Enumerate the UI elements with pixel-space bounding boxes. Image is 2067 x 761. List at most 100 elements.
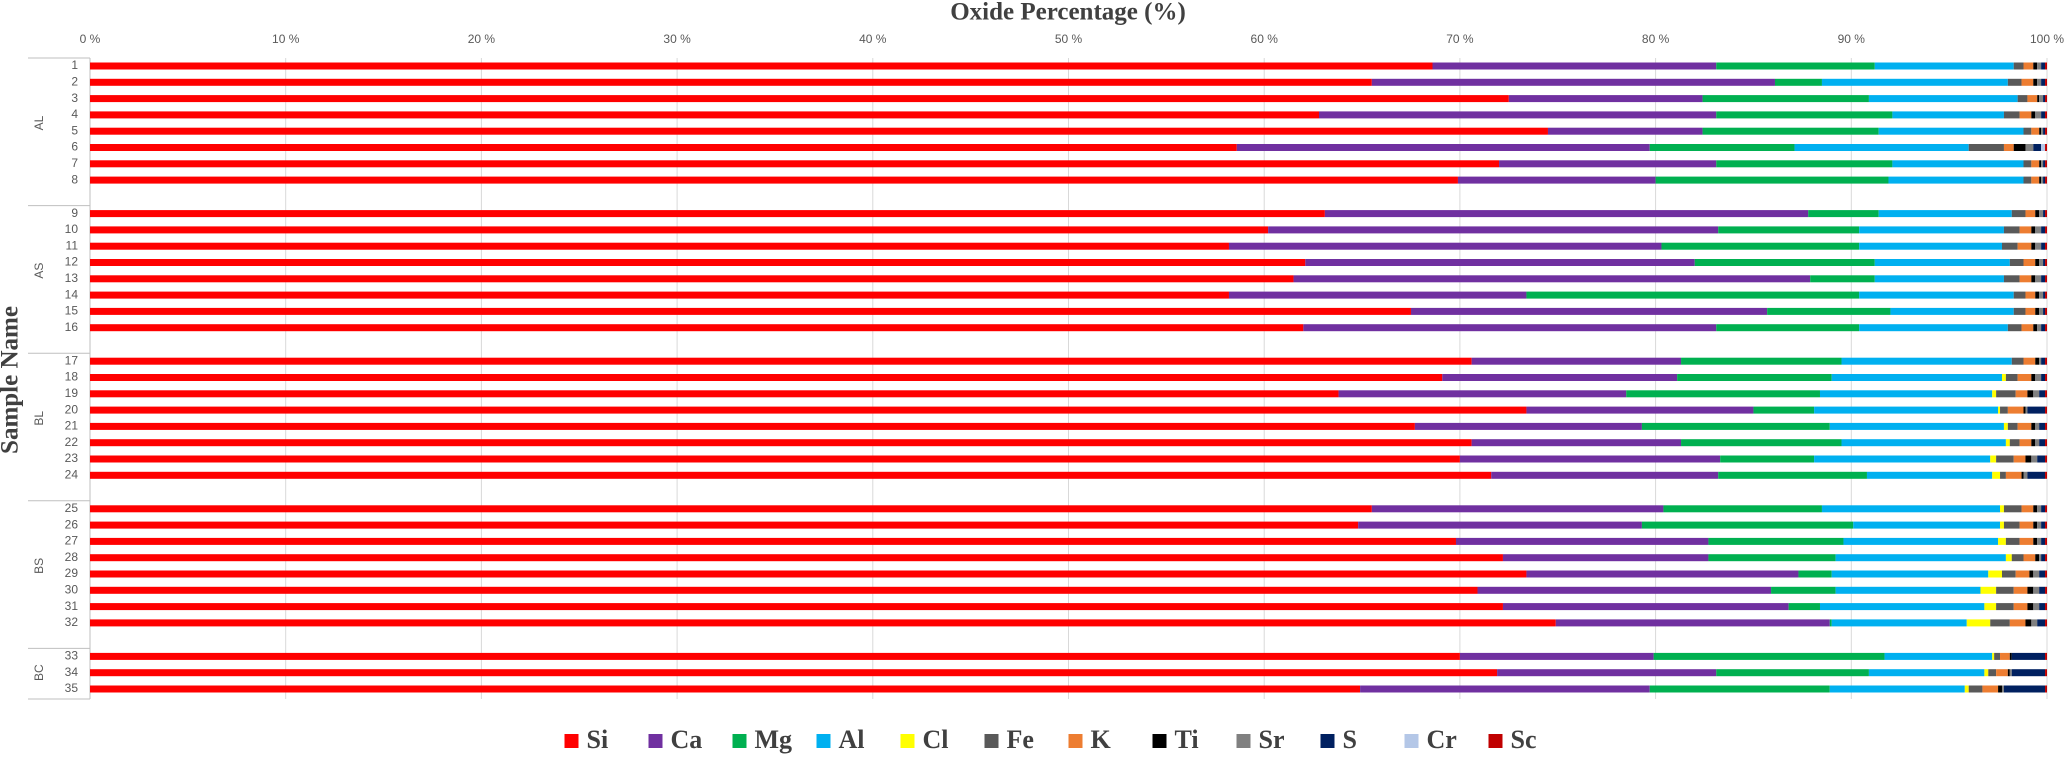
bar-segment <box>1771 586 1836 594</box>
bar-segment <box>2013 291 2026 299</box>
bar-segment <box>2007 406 2024 414</box>
bar-segment <box>2043 176 2046 184</box>
bar-segment <box>2035 275 2042 283</box>
bar-segment <box>90 259 1306 266</box>
bar-segment <box>1526 291 1860 299</box>
bar-segment <box>90 111 1319 119</box>
bar-segment <box>1502 554 1709 562</box>
bar-segment <box>1990 619 2010 627</box>
bar-segment <box>2043 259 2046 266</box>
bar-segment <box>1998 406 2001 414</box>
bar-segment <box>1718 471 1867 479</box>
bar-segment <box>2045 406 2047 414</box>
bar-segment <box>2045 439 2047 447</box>
legend-label: Sc <box>1511 725 1537 754</box>
bar-segment <box>90 275 1294 283</box>
y-tick-label: 10 <box>65 222 79 236</box>
bar-segment <box>1878 210 2012 218</box>
bar-segment <box>1890 307 2014 315</box>
bar-segment <box>90 685 1361 693</box>
bar-segment <box>1835 586 1981 594</box>
x-tick-label: 40 % <box>859 32 887 46</box>
bar-segment <box>90 242 1229 250</box>
bar-segment <box>2011 669 2046 677</box>
bar-segment <box>1491 471 1719 479</box>
bar-segment <box>1324 210 1809 218</box>
bar-segment <box>2039 357 2042 365</box>
bar-segment <box>2013 603 2028 611</box>
x-tick-label: 20 % <box>468 32 496 46</box>
bar-segment <box>90 505 1372 513</box>
bar-segment <box>1702 95 1869 103</box>
bar-segment <box>2045 210 2047 218</box>
bar-segment <box>1868 95 2018 103</box>
bar-segment <box>1305 259 1695 266</box>
bar-segment <box>2001 570 2016 578</box>
legend-swatch <box>1236 734 1251 748</box>
bar-segment <box>2037 455 2046 463</box>
bar-segment <box>2021 471 2024 479</box>
bar-segment <box>1831 374 2002 381</box>
bar-segment <box>2039 127 2042 135</box>
legend-swatch <box>816 734 831 748</box>
bar-segment <box>2033 537 2038 545</box>
bar-segment <box>2019 226 2032 234</box>
bar-segment <box>1996 603 2014 611</box>
bar-segment <box>2031 176 2040 184</box>
bar-segment <box>1968 685 1983 693</box>
y-tick-label: 12 <box>65 255 79 269</box>
bar-segment <box>2045 95 2047 103</box>
bar-segment <box>1788 603 1820 611</box>
bar-segment <box>2023 554 2036 562</box>
y-tick-label: 11 <box>66 238 79 252</box>
bar-segment <box>2045 669 2047 677</box>
bar-segment <box>2045 111 2047 119</box>
y-tick-label: 7 <box>71 156 78 170</box>
bar-segment <box>2035 111 2042 119</box>
bar-segment <box>1841 357 2012 365</box>
bar-segment <box>1992 471 2001 479</box>
bar-segment <box>1547 127 1703 135</box>
bar-segment <box>2035 374 2042 381</box>
y-tick-label: 24 <box>65 467 79 481</box>
y-tick-label: 5 <box>71 123 78 137</box>
bar-segment <box>90 176 1458 184</box>
legend-label: Cr <box>1427 725 1457 754</box>
bar-segment <box>2003 144 2014 151</box>
bar-segment <box>90 455 1460 463</box>
bar-segment <box>90 521 1359 529</box>
bar-segment <box>2000 406 2008 414</box>
bar-segment <box>1626 390 1820 398</box>
legend-label: K <box>1091 725 1112 754</box>
bar-segment <box>1859 242 2002 250</box>
bar-segment <box>2039 422 2046 430</box>
x-tick-label: 10 % <box>272 32 300 46</box>
bar-segment <box>1964 685 1969 693</box>
bar-segment <box>1228 242 1662 250</box>
bar-segment <box>90 226 1269 234</box>
bar-segment <box>1360 685 1650 693</box>
bar-segment <box>1471 439 1682 447</box>
bar-segment <box>90 652 1460 660</box>
bar-segment <box>2037 324 2042 332</box>
bar-segment <box>2017 95 2028 103</box>
bar-segment <box>2041 505 2046 513</box>
bar-segment <box>2023 406 2026 414</box>
bar-segment <box>2039 259 2044 266</box>
bar-segment <box>1878 127 2024 135</box>
bar-segment <box>1497 669 1717 677</box>
bar-segment <box>1641 422 1830 430</box>
y-tick-label: 17 <box>65 353 79 367</box>
bar-segment <box>2039 603 2046 611</box>
bar-segment <box>1829 619 1832 627</box>
bar-segment <box>1819 603 1985 611</box>
y-tick-label: 23 <box>65 451 79 465</box>
y-tick-label: 25 <box>65 501 79 515</box>
bar-segment <box>1990 455 1997 463</box>
bar-segment <box>1996 669 2008 677</box>
bar-segment <box>1814 406 1999 414</box>
bar-segment <box>1471 357 1682 365</box>
bar-segment <box>1318 111 1717 119</box>
bar-segment <box>90 422 1415 430</box>
